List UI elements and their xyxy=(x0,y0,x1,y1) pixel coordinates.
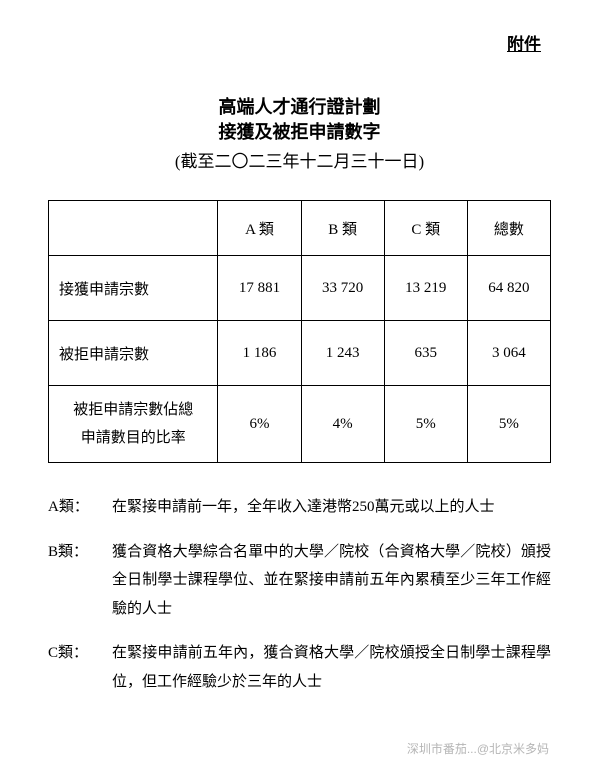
cell: 1 186 xyxy=(218,321,301,386)
cell: 1 243 xyxy=(301,321,384,386)
definition-row: A類： 在緊接申請前一年，全年收入達港幣250萬元或以上的人士 xyxy=(48,493,551,522)
definition-row: B類： 獲合資格大學綜合名單中的大學／院校（合資格大學／院校）頒授全日制學士課程… xyxy=(48,538,551,624)
table-row: 接獲申請宗數 17 881 33 720 13 219 64 820 xyxy=(49,256,551,321)
cell: 635 xyxy=(384,321,467,386)
row-label: 被拒申請宗數 xyxy=(49,321,218,386)
title-line-1: 高端人才通行證計劃 xyxy=(48,95,551,120)
title-line-2: 接獲及被拒申請數字 xyxy=(48,120,551,145)
cell: 33 720 xyxy=(301,256,384,321)
header-col: A 類 xyxy=(218,201,301,256)
definition-text: 獲合資格大學綜合名單中的大學／院校（合資格大學／院校）頒授全日制學士課程學位、並… xyxy=(112,538,551,624)
header-blank xyxy=(49,201,218,256)
definition-label: C類： xyxy=(48,639,112,668)
header-col: 總數 xyxy=(467,201,550,256)
title-block: 高端人才通行證計劃 接獲及被拒申請數字 (截至二〇二三年十二月三十一日) xyxy=(48,95,551,172)
cell: 6% xyxy=(218,386,301,463)
cell: 17 881 xyxy=(218,256,301,321)
definition-label: B類： xyxy=(48,538,112,567)
data-table: A 類 B 類 C 類 總數 接獲申請宗數 17 881 33 720 13 2… xyxy=(48,200,551,463)
watermark: 深圳市番茄...@北京米多妈 xyxy=(407,740,549,757)
header-col: C 類 xyxy=(384,201,467,256)
cell: 64 820 xyxy=(467,256,550,321)
definition-text: 在緊接申請前一年，全年收入達港幣250萬元或以上的人士 xyxy=(112,493,551,522)
table-row: 被拒申請宗數佔總申請數目的比率 6% 4% 5% 5% xyxy=(49,386,551,463)
row-label: 接獲申請宗數 xyxy=(49,256,218,321)
definition-row: C類： 在緊接申請前五年內，獲合資格大學／院校頒授全日制學士課程學位，但工作經驗… xyxy=(48,639,551,696)
cell: 13 219 xyxy=(384,256,467,321)
cell: 3 064 xyxy=(467,321,550,386)
cell: 5% xyxy=(384,386,467,463)
cell: 4% xyxy=(301,386,384,463)
subtitle: (截至二〇二三年十二月三十一日) xyxy=(48,147,551,172)
attachment-label: 附件 xyxy=(48,30,541,55)
cell: 5% xyxy=(467,386,550,463)
row-label: 被拒申請宗數佔總申請數目的比率 xyxy=(49,386,218,463)
table-row: 被拒申請宗數 1 186 1 243 635 3 064 xyxy=(49,321,551,386)
definition-label: A類： xyxy=(48,493,112,522)
table-header-row: A 類 B 類 C 類 總數 xyxy=(49,201,551,256)
header-col: B 類 xyxy=(301,201,384,256)
definition-text: 在緊接申請前五年內，獲合資格大學／院校頒授全日制學士課程學位，但工作經驗少於三年… xyxy=(112,639,551,696)
definitions: A類： 在緊接申請前一年，全年收入達港幣250萬元或以上的人士 B類： 獲合資格… xyxy=(48,493,551,696)
